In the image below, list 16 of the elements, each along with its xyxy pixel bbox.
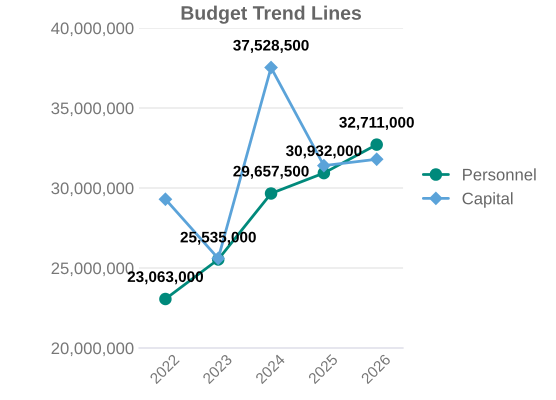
point xyxy=(158,192,172,206)
y-tick-label: 40,000,000 xyxy=(51,22,134,36)
data-label: 32,711,000 xyxy=(339,116,414,130)
y-tick-label: 30,000,000 xyxy=(51,182,134,196)
point xyxy=(370,138,383,151)
point xyxy=(159,292,172,306)
chart-title: Budget Trend Lines xyxy=(182,6,362,24)
y-tick-label: 35,000,000 xyxy=(51,102,134,116)
y-tick-label: 20,000,000 xyxy=(52,342,134,356)
point xyxy=(316,158,331,172)
point xyxy=(264,187,278,200)
data-label: 37,528,500 xyxy=(233,40,309,53)
legend-label: Capital xyxy=(462,192,512,208)
point xyxy=(264,60,278,74)
point xyxy=(370,152,384,166)
legend-label: Personnel xyxy=(463,168,536,181)
